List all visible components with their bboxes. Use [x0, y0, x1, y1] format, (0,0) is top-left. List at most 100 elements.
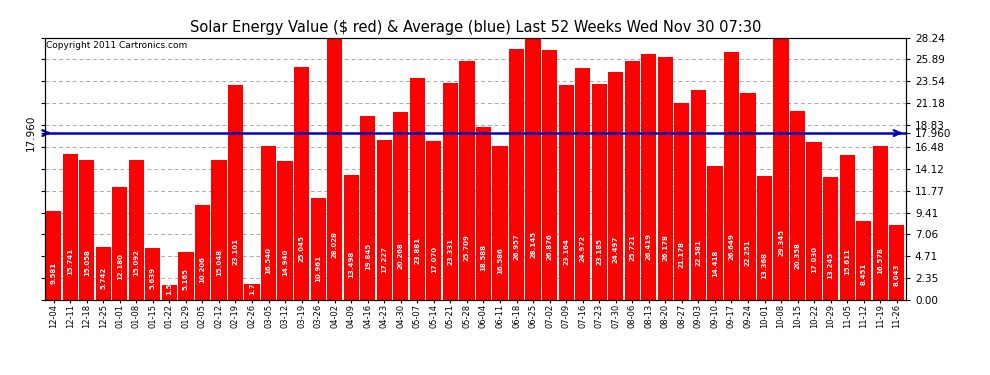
Text: 17.227: 17.227	[381, 246, 387, 273]
Text: 5.165: 5.165	[183, 268, 189, 290]
Bar	[277, 161, 293, 300]
Text: 28.028: 28.028	[332, 231, 338, 258]
Bar	[161, 285, 177, 300]
Bar	[427, 141, 442, 300]
Text: 16.540: 16.540	[265, 247, 271, 274]
Bar	[707, 166, 723, 300]
Text: 1.577: 1.577	[166, 273, 172, 295]
Text: 10.961: 10.961	[315, 255, 321, 282]
Text: 14.940: 14.940	[282, 249, 288, 276]
Bar	[228, 85, 244, 300]
Bar	[657, 57, 673, 300]
Bar	[773, 27, 789, 300]
Bar	[724, 52, 740, 300]
Bar	[625, 61, 640, 300]
Text: 20.358: 20.358	[795, 242, 801, 269]
Bar	[558, 85, 574, 300]
Text: 28.145: 28.145	[530, 231, 536, 258]
Bar	[178, 252, 193, 300]
Text: 23.185: 23.185	[596, 238, 602, 265]
Bar	[823, 177, 839, 300]
Bar	[542, 50, 557, 300]
Bar	[211, 160, 227, 300]
Text: 25.721: 25.721	[630, 235, 636, 261]
Bar	[509, 50, 524, 300]
Bar	[344, 174, 358, 300]
Text: 24.972: 24.972	[580, 236, 586, 262]
Bar	[360, 116, 375, 300]
Text: 16.578: 16.578	[877, 247, 883, 274]
Text: 18.588: 18.588	[480, 244, 486, 271]
Bar	[840, 155, 854, 300]
Text: 15.741: 15.741	[67, 248, 73, 275]
Bar	[261, 146, 276, 300]
Bar	[96, 247, 111, 300]
Bar	[889, 225, 904, 300]
Text: 26.649: 26.649	[729, 233, 735, 260]
Text: 26.419: 26.419	[645, 233, 651, 260]
Text: 20.268: 20.268	[398, 242, 404, 269]
Text: 1.707: 1.707	[249, 273, 255, 295]
Text: 15.048: 15.048	[216, 249, 222, 276]
Text: 17.030: 17.030	[811, 246, 817, 273]
Bar	[807, 142, 822, 300]
Text: 17.070: 17.070	[431, 246, 437, 273]
Text: 23.101: 23.101	[233, 238, 239, 265]
Text: 13.368: 13.368	[761, 252, 767, 279]
Text: 8.451: 8.451	[860, 263, 866, 285]
Bar	[691, 90, 706, 300]
Text: 12.180: 12.180	[117, 253, 123, 280]
Text: 25.045: 25.045	[299, 236, 305, 262]
Bar	[47, 211, 61, 300]
Text: 10.206: 10.206	[199, 256, 206, 283]
Text: 22.251: 22.251	[744, 240, 751, 266]
Bar	[526, 38, 541, 300]
Text: 22.581: 22.581	[695, 239, 701, 266]
Bar	[245, 284, 259, 300]
Title: Solar Energy Value ($ red) & Average (blue) Last 52 Weeks Wed Nov 30 07:30: Solar Energy Value ($ red) & Average (bl…	[189, 20, 761, 35]
Text: 5.639: 5.639	[149, 267, 155, 290]
Bar	[575, 68, 590, 300]
Text: 15.058: 15.058	[84, 249, 90, 276]
Text: 15.092: 15.092	[134, 249, 140, 276]
Text: 19.845: 19.845	[364, 242, 370, 270]
Bar	[741, 93, 755, 300]
Bar	[327, 39, 343, 300]
Text: 5.742: 5.742	[100, 267, 106, 289]
Bar	[311, 198, 326, 300]
Bar	[112, 187, 128, 300]
Bar	[146, 248, 160, 300]
Text: 16.586: 16.586	[497, 248, 503, 274]
Bar	[492, 146, 508, 300]
Text: 13.245: 13.245	[828, 252, 834, 279]
Bar	[856, 222, 871, 300]
Bar	[476, 127, 491, 300]
Bar	[790, 111, 805, 300]
Text: 26.876: 26.876	[546, 233, 552, 260]
Text: 23.331: 23.331	[447, 238, 453, 265]
Text: 13.498: 13.498	[348, 251, 354, 278]
Bar	[642, 54, 656, 300]
Bar	[294, 67, 309, 300]
Bar	[757, 176, 772, 300]
Text: 8.043: 8.043	[894, 264, 900, 286]
Text: Copyright 2011 Cartronics.com: Copyright 2011 Cartronics.com	[47, 42, 187, 51]
Bar	[410, 78, 425, 300]
Bar	[195, 205, 210, 300]
Text: 9.581: 9.581	[50, 262, 56, 284]
Text: 26.178: 26.178	[662, 234, 668, 261]
Bar	[459, 61, 474, 300]
Text: 15.611: 15.611	[844, 249, 850, 276]
Bar	[872, 146, 888, 300]
Bar	[393, 112, 409, 300]
Text: 24.497: 24.497	[613, 236, 619, 263]
Text: 25.709: 25.709	[464, 234, 470, 261]
Text: 14.418: 14.418	[712, 250, 718, 277]
Text: 26.957: 26.957	[514, 233, 520, 260]
Bar	[79, 160, 94, 300]
Bar	[376, 140, 392, 300]
Text: 29.345: 29.345	[778, 229, 784, 256]
Bar	[443, 83, 458, 300]
Bar	[129, 160, 144, 300]
Bar	[592, 84, 607, 300]
